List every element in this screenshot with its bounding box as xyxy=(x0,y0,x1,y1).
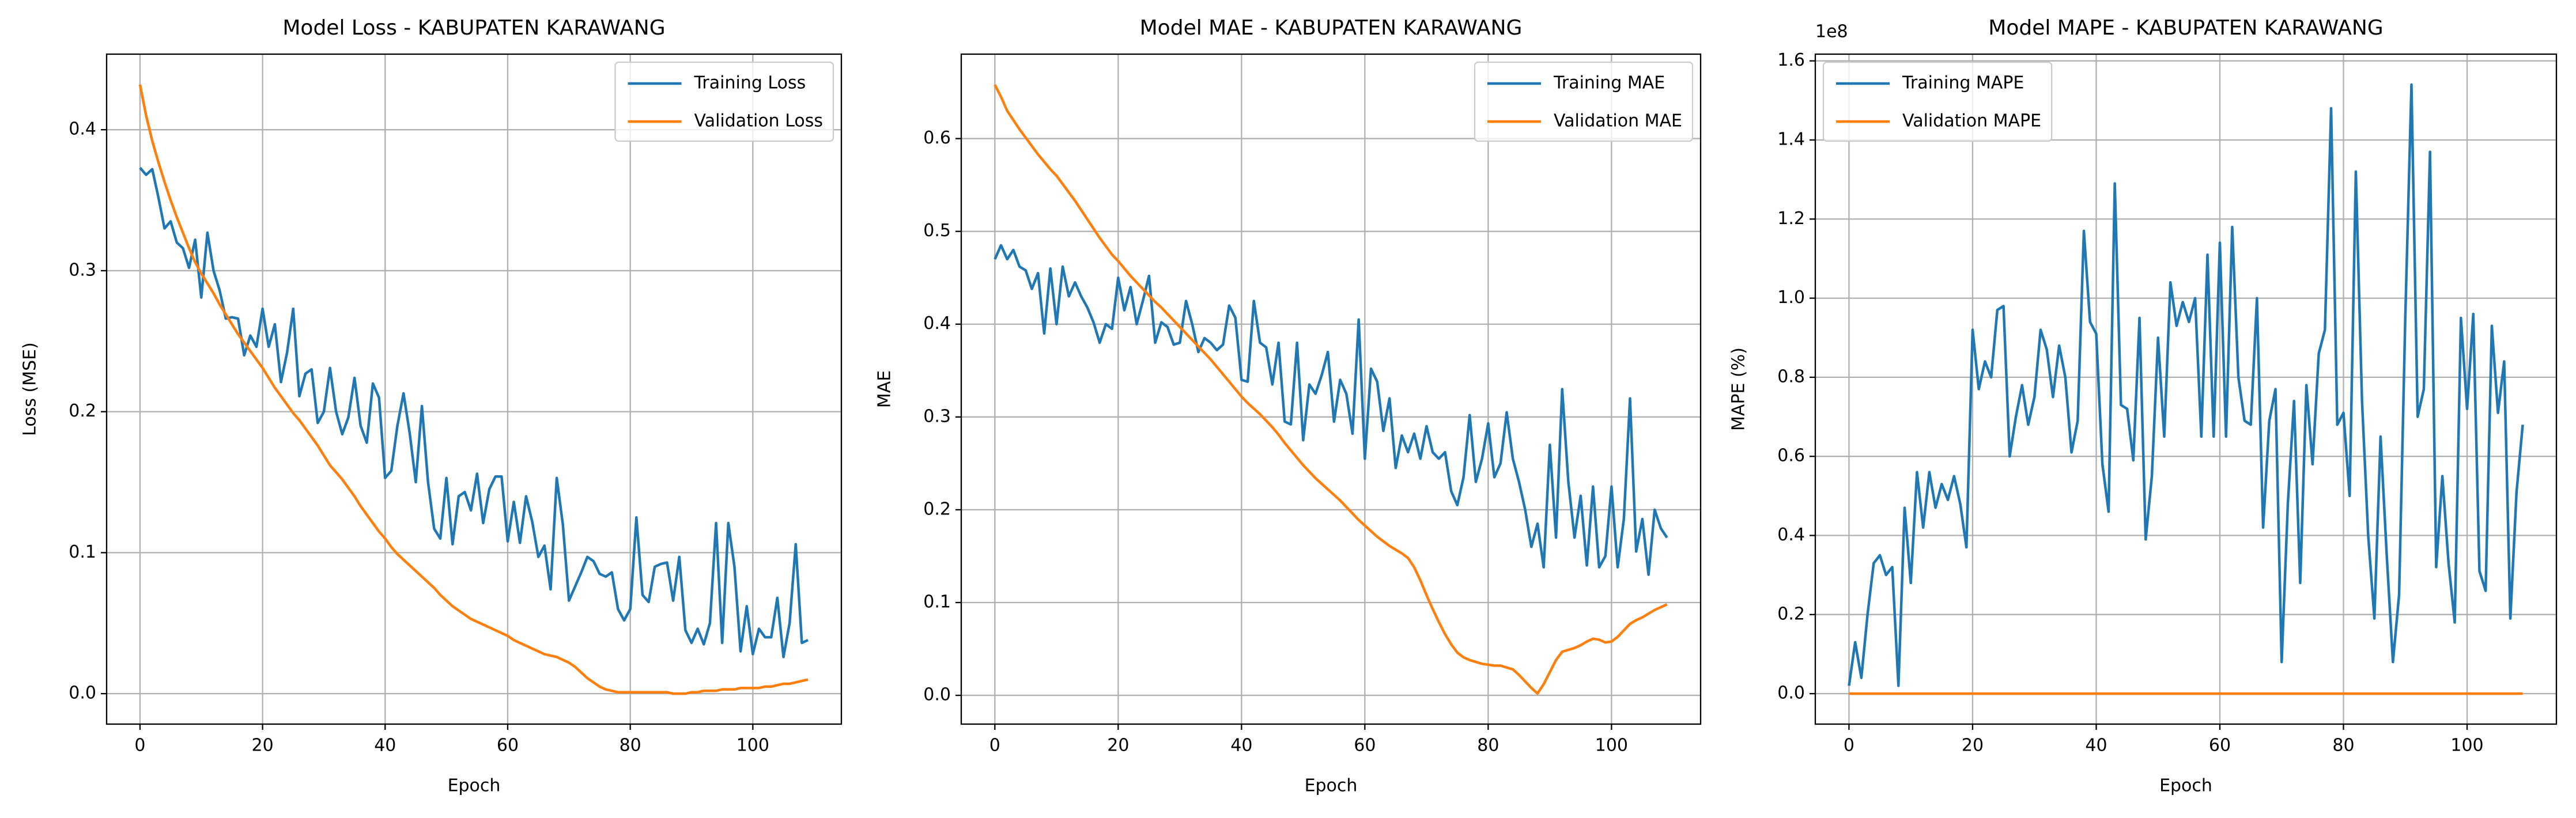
x-tick-label: 60 xyxy=(497,736,519,756)
x-tick-label: 0 xyxy=(1844,736,1854,756)
y-tick-label: 0.2 xyxy=(1777,604,1805,624)
y-tick-label: 0.3 xyxy=(923,406,951,426)
y-tick-label: 0.0 xyxy=(69,683,96,703)
y-tick-label: 0.6 xyxy=(1777,446,1805,466)
legend-label: Validation Loss xyxy=(694,111,823,131)
y-axis-label: MAE xyxy=(875,370,895,408)
x-tick-label: 20 xyxy=(1962,736,1984,756)
y-tick-label: 1.2 xyxy=(1777,209,1805,229)
chart-title: Model MAPE - KABUPATEN KARAWANG xyxy=(1988,16,2383,40)
y-tick-label: 0.2 xyxy=(923,499,951,519)
chart-title: Model MAE - KABUPATEN KARAWANG xyxy=(1140,16,1523,40)
x-tick-label: 40 xyxy=(1230,736,1252,756)
subplot: 0 20 40 60 80 100 0.0 0.1 0.2 0.3 0.4 Model Loss - … xyxy=(20,16,843,796)
x-axis-label: Epoch xyxy=(1305,776,1358,796)
series-line xyxy=(1848,83,2524,687)
y-offset-label: 1e8 xyxy=(1815,22,1848,42)
y-tick-label: 0.8 xyxy=(1777,366,1805,387)
axes-frame xyxy=(1814,53,2558,725)
x-tick-label: 20 xyxy=(1107,736,1129,756)
x-tick-label: 100 xyxy=(1595,736,1628,756)
legend: Training MAE Validation MAE xyxy=(1474,61,1694,142)
legend-label: Validation MAE xyxy=(1554,111,1682,131)
series-line xyxy=(138,84,809,695)
y-tick-label: 1.0 xyxy=(1777,287,1805,308)
x-axis-label: Epoch xyxy=(448,776,501,796)
x-tick-label: 40 xyxy=(374,736,396,756)
legend: Training Loss Validation Loss xyxy=(614,61,834,142)
x-tick-label: 80 xyxy=(2332,736,2354,756)
x-tick-label: 80 xyxy=(620,736,641,756)
y-axis-label: MAPE (%) xyxy=(1729,347,1749,431)
y-tick-label: 0.6 xyxy=(923,128,951,148)
chart-title: Model Loss - KABUPATEN KARAWANG xyxy=(282,16,665,40)
x-tick-label: 40 xyxy=(2085,736,2107,756)
y-tick-label: 0.1 xyxy=(69,542,96,562)
x-tick-label: 100 xyxy=(736,736,769,756)
y-tick-label: 0.4 xyxy=(1777,525,1805,545)
x-tick-label: 60 xyxy=(2209,736,2231,756)
x-tick-label: 0 xyxy=(134,736,145,756)
subplot: 0 20 40 60 80 100 0.0 0.2 0.4 0.6 0.8 1.0 1.2 1.4 1.6 M… xyxy=(1729,16,2558,796)
legend-label: Training Loss xyxy=(694,73,806,93)
axes-frame xyxy=(960,53,1702,725)
legend-label: Training MAPE xyxy=(1902,73,2024,93)
y-tick-label: 1.4 xyxy=(1777,129,1805,149)
series-line xyxy=(139,166,809,658)
series-line xyxy=(994,244,1668,576)
y-tick-label: 0.0 xyxy=(1777,683,1805,703)
x-tick-label: 60 xyxy=(1354,736,1376,756)
x-tick-label: 20 xyxy=(252,736,274,756)
x-tick-label: 100 xyxy=(2450,736,2483,756)
y-tick-label: 0.3 xyxy=(69,260,96,280)
y-tick-label: 0.2 xyxy=(69,401,96,421)
y-tick-label: 0.5 xyxy=(923,221,951,241)
x-axis-label: Epoch xyxy=(2159,776,2212,796)
x-tick-label: 0 xyxy=(989,736,1000,756)
series-line xyxy=(994,84,1668,695)
y-tick-label: 0.4 xyxy=(69,119,96,139)
axes-frame xyxy=(105,53,843,725)
y-tick-label: 0.0 xyxy=(923,685,951,705)
legend-label: Validation MAPE xyxy=(1902,111,2041,131)
y-axis-label: Loss (MSE) xyxy=(20,342,40,436)
legend-label: Training MAE xyxy=(1553,73,1665,93)
y-tick-label: 1.6 xyxy=(1777,50,1805,70)
x-tick-label: 80 xyxy=(1477,736,1499,756)
y-tick-label: 0.1 xyxy=(923,592,951,612)
legend: Training MAPE Validation MAPE xyxy=(1822,61,2053,142)
subplot: 0 20 40 60 80 100 0.0 0.1 0.2 0.3 0.4 0.5 0.6 Model M… xyxy=(875,16,1702,796)
y-tick-label: 0.4 xyxy=(923,313,951,334)
